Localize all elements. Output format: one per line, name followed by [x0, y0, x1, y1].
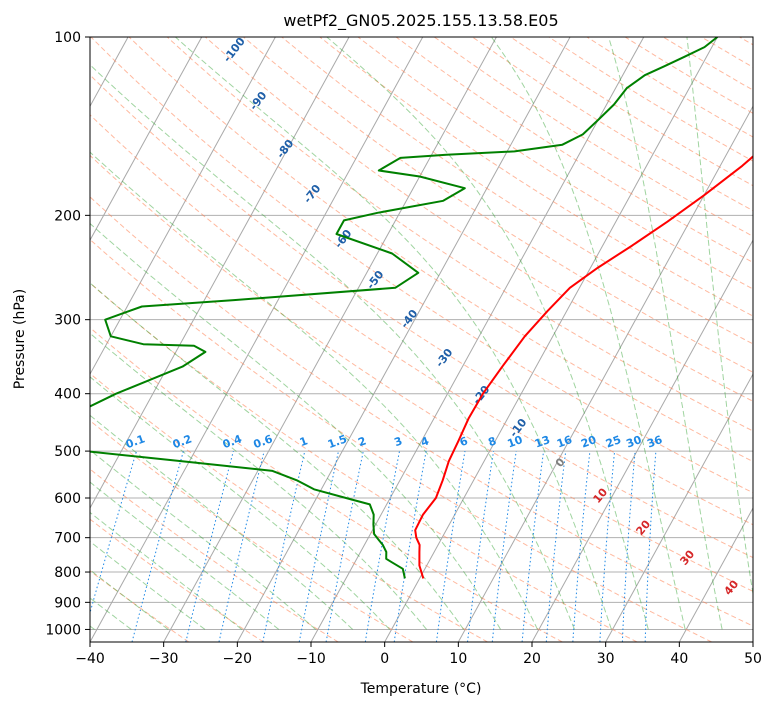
- mixing-ratio-label: 4: [419, 434, 431, 449]
- mixing-ratio-line: [491, 451, 517, 642]
- isotherm-line: [531, 239, 753, 642]
- mixing-ratio-line: [435, 451, 466, 642]
- mixing-ratio-line: [218, 450, 265, 642]
- mixing-ratio-label: 20: [579, 433, 598, 451]
- y-tick-label: 400: [54, 387, 81, 403]
- moist-adiabat-line: [175, 37, 612, 630]
- y-tick-label: 600: [54, 491, 81, 507]
- mixing-ratio-label: 30: [624, 433, 643, 451]
- mixing-ratio-label: 1.5: [326, 432, 349, 451]
- mixing-ratio-label: 36: [645, 433, 664, 451]
- dry-adiabat-line: [90, 518, 264, 642]
- isotherm-line: [90, 37, 350, 510]
- y-tick-label: 900: [54, 595, 81, 611]
- isotherm-line: [605, 373, 753, 642]
- x-tick-label: −30: [149, 651, 179, 667]
- mixing-ratio-label: 1: [298, 434, 310, 449]
- mixing-ratio-line: [131, 450, 184, 642]
- isotherm-line: [90, 37, 203, 242]
- isotherm-line: [90, 37, 424, 642]
- moist-adiabat-line: [490, 37, 686, 630]
- chart-title: wetPf2_GN05.2025.155.13.58.E05: [283, 11, 558, 31]
- dry-adiabat-line: [128, 37, 753, 463]
- moist-adiabat-line: [608, 37, 723, 630]
- x-tick-label: −40: [75, 651, 105, 667]
- y-tick-label: 500: [54, 444, 81, 460]
- x-tick-label: 30: [597, 651, 615, 667]
- moist-adiabat-line: [686, 37, 753, 597]
- dry-adiabat-line: [90, 154, 753, 592]
- dry-adiabat-line: [281, 37, 753, 345]
- x-tick-label: 0: [380, 651, 389, 667]
- moist-adiabat-line: [90, 511, 243, 630]
- mixing-ratio-label: 0.1: [124, 432, 147, 451]
- x-axis-label: Temperature (°C): [360, 681, 482, 697]
- mixing-ratio-line: [545, 451, 567, 642]
- mixing-ratio-label: 13: [533, 433, 552, 450]
- mixing-ratio-label: 16: [555, 433, 574, 451]
- mixing-ratio-line: [467, 451, 494, 642]
- x-tick-label: −10: [296, 651, 326, 667]
- plot-background: [90, 37, 753, 642]
- y-tick-label: 1000: [45, 622, 81, 638]
- moist-adiabat-line: [90, 376, 391, 630]
- y-tick-label: 200: [54, 208, 81, 224]
- mixing-ratio-label: 3: [392, 434, 404, 449]
- isotherm-line: [310, 37, 645, 642]
- mixing-ratio-label: 10: [506, 433, 525, 451]
- mixing-ratio-line: [572, 451, 591, 642]
- mixing-ratio-line: [185, 450, 234, 642]
- isotherm-line: [236, 37, 571, 642]
- dry-adiabat-line: [319, 37, 753, 317]
- x-tick-label: 40: [670, 651, 688, 667]
- mixing-ratio-line: [90, 450, 137, 615]
- temperature-profile-line: [414, 155, 753, 579]
- moist-adiabat-line: [90, 481, 280, 630]
- mixing-ratio-label: 0.4: [221, 432, 244, 451]
- mixing-ratio-label: 0.2: [171, 432, 194, 451]
- isotherm-line: [752, 640, 753, 642]
- x-tick-label: 10: [449, 651, 467, 667]
- moist-adiabat-line: [90, 449, 317, 630]
- isotherm-line: [90, 37, 276, 376]
- mixing-ratio-label: 8: [486, 434, 498, 449]
- moist-adiabat-line: [90, 282, 464, 630]
- dry-adiabat-line: [90, 468, 339, 642]
- y-tick-label: 300: [54, 313, 81, 329]
- mixing-ratio-label: 25: [604, 433, 623, 450]
- x-tick-label: −20: [223, 651, 253, 667]
- isotherm-line: [678, 507, 753, 642]
- dry-adiabat-line: [90, 282, 638, 642]
- dry-adiabat-line: [90, 372, 488, 642]
- moist-adiabat-line: [90, 222, 502, 630]
- mixing-ratio-line: [262, 450, 306, 642]
- dry-adiabat-line: [90, 196, 753, 627]
- mixing-ratio-label: 6: [458, 434, 470, 449]
- moist-adiabat-line: [90, 64, 575, 630]
- dewpoint-profile-line: [90, 37, 719, 579]
- y-axis-label: Pressure (hPa): [12, 289, 28, 389]
- mixing-ratio-label: 0.6: [252, 432, 275, 451]
- isotherm-line: [163, 37, 497, 642]
- dry-adiabat-line: [90, 74, 753, 526]
- y-tick-label: 700: [54, 531, 81, 547]
- dry-adiabat-line: [90, 37, 753, 494]
- x-tick-label: 20: [523, 651, 541, 667]
- x-tick-label: 50: [744, 651, 762, 667]
- moist-adiabat-line: [90, 332, 427, 630]
- isotherm-line: [457, 105, 753, 642]
- dry-adiabat-line: [90, 570, 190, 642]
- plot-frame: [89, 36, 754, 643]
- dry-adiabat-line: [243, 37, 753, 373]
- isotherm-line: [384, 37, 718, 642]
- dry-adiabat-line: [90, 114, 753, 559]
- dry-adiabat-line: [90, 420, 414, 642]
- mixing-ratio-line: [521, 451, 545, 642]
- y-tick-label: 800: [54, 565, 81, 581]
- y-tick-label: 100: [54, 30, 81, 46]
- mixing-ratio-label: 2: [356, 434, 368, 449]
- dry-adiabat-line: [90, 238, 712, 642]
- dry-adiabat-line: [204, 37, 753, 402]
